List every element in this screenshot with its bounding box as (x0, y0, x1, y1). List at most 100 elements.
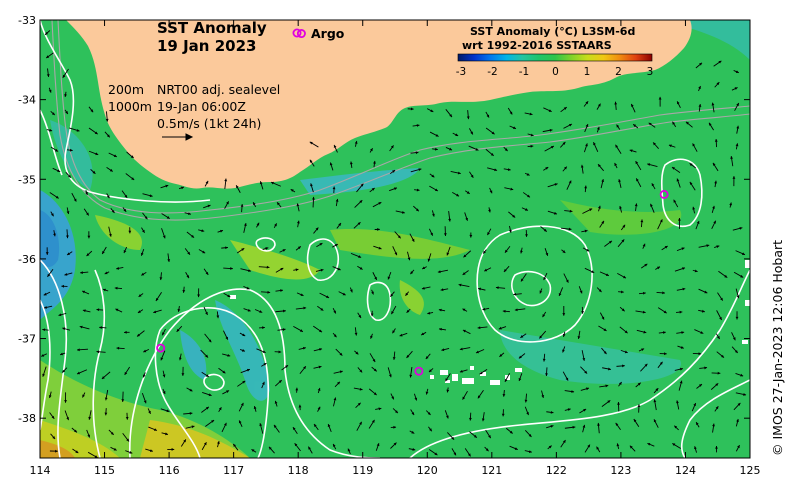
current-arrow (716, 310, 723, 321)
current-arrow (518, 373, 523, 382)
current-arrow (279, 248, 286, 253)
current-arrow (88, 150, 99, 156)
current-arrow (689, 181, 696, 191)
datetime-label: 19-Jan 06:00Z (157, 99, 246, 114)
current-arrow (88, 410, 92, 420)
current-arrow (159, 272, 163, 281)
current-arrow (671, 166, 681, 173)
current-arrow (336, 222, 342, 229)
current-arrow (524, 112, 533, 116)
current-arrow (648, 122, 656, 128)
current-arrow (520, 273, 527, 282)
current-arrow (317, 406, 321, 412)
current-arrow (126, 151, 134, 159)
current-arrow (335, 348, 343, 356)
current-arrow (504, 373, 510, 383)
current-arrow (443, 226, 447, 236)
current-arrow (619, 205, 623, 213)
current-arrow (731, 87, 738, 91)
current-arrow (275, 309, 286, 313)
current-arrow (714, 406, 719, 412)
current-arrow (582, 208, 593, 214)
current-arrow (618, 179, 622, 188)
colorbar-tick-label: 3 (647, 66, 654, 78)
current-arrow (181, 366, 185, 376)
current-arrow (676, 400, 680, 410)
current-arrow (141, 271, 147, 276)
current-arrow (640, 363, 648, 372)
product-label: NRT00 adj. sealevel (157, 82, 280, 97)
current-arrow (237, 380, 246, 387)
current-arrow (580, 366, 588, 374)
current-arrow (583, 143, 588, 153)
current-arrow (298, 404, 302, 411)
current-arrow (216, 311, 220, 319)
current-arrow (66, 251, 73, 256)
current-arrow (650, 203, 655, 213)
current-arrow (711, 371, 721, 375)
current-arrow (729, 202, 733, 208)
current-arrow (182, 286, 186, 293)
current-arrow (392, 246, 398, 256)
current-arrow (462, 390, 468, 400)
current-arrow (735, 444, 740, 452)
current-arrow (714, 180, 718, 188)
current-arrow (477, 326, 488, 330)
current-arrow (562, 346, 566, 353)
current-arrow (450, 170, 461, 175)
current-arrow (64, 272, 73, 276)
current-arrow (353, 221, 361, 229)
current-arrow (64, 410, 69, 421)
current-arrow (312, 196, 315, 208)
current-arrow (375, 407, 382, 411)
current-arrow (49, 412, 55, 420)
current-arrow (694, 446, 697, 453)
y-tick-label: -33 (18, 14, 36, 27)
current-arrow (577, 330, 581, 339)
current-arrow (71, 427, 78, 433)
current-arrow (200, 349, 209, 358)
current-arrow (640, 219, 644, 228)
current-arrow (185, 425, 195, 429)
colorbar-ticks: -3 -2 -1 0 1 2 3 (456, 66, 654, 78)
current-arrow (543, 107, 552, 113)
x-tick-label: 117 (223, 464, 244, 477)
current-arrow (88, 106, 94, 113)
current-arrow (124, 330, 130, 334)
current-arrow (464, 448, 471, 457)
current-arrow (125, 450, 133, 454)
current-arrow (82, 309, 91, 313)
current-arrow (198, 229, 205, 233)
current-arrow (44, 30, 51, 36)
current-arrow (452, 192, 460, 197)
current-arrow (425, 410, 431, 416)
current-arrow (505, 427, 513, 434)
current-arrow (428, 426, 433, 432)
current-arrow (370, 333, 373, 339)
current-arrow (142, 372, 146, 378)
current-arrow (316, 242, 323, 248)
current-arrow (123, 246, 128, 254)
current-arrow (509, 125, 517, 130)
current-arrow (143, 348, 150, 353)
current-arrow (161, 328, 166, 336)
current-arrow (293, 325, 304, 333)
current-arrow (520, 247, 523, 254)
current-arrow (90, 169, 96, 175)
current-arrow (427, 253, 432, 262)
current-arrow (369, 147, 373, 153)
y-tick: -35 (18, 173, 750, 186)
current-arrow (243, 222, 247, 233)
current-arrow (414, 188, 420, 192)
current-arrow (715, 333, 721, 340)
current-arrow (409, 430, 415, 434)
current-arrow (632, 123, 639, 129)
current-arrow (547, 445, 552, 450)
current-arrow (451, 448, 457, 456)
current-arrow (356, 183, 364, 193)
current-arrow (102, 288, 109, 292)
current-arrow (498, 326, 507, 330)
current-arrow (392, 351, 396, 360)
current-arrow (198, 249, 206, 254)
current-arrow (593, 142, 599, 153)
